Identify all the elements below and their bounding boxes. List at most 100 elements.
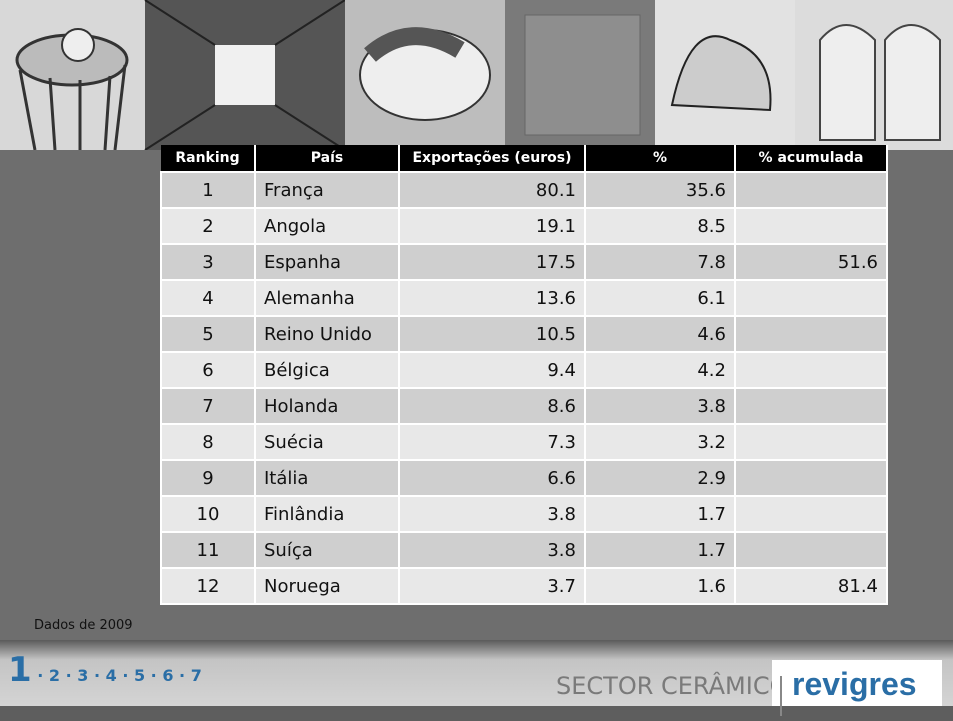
table-cell: Alemanha bbox=[254, 279, 400, 317]
table-cell: 12 bbox=[160, 567, 256, 605]
table-cell: Finlândia bbox=[254, 495, 400, 533]
nav-item: 2 bbox=[48, 666, 61, 685]
nav-separator: · bbox=[60, 666, 78, 685]
nav-separator: · bbox=[116, 666, 134, 685]
table-cell: Suécia bbox=[254, 423, 400, 461]
table-cell bbox=[734, 171, 888, 209]
table-cell: 3.7 bbox=[398, 567, 586, 605]
table-row: 1 França 80.1 35.6 bbox=[160, 171, 888, 209]
table-row: 10 Finlândia 3.8 1.7 bbox=[160, 495, 888, 533]
table-cell bbox=[734, 207, 888, 245]
nav-item: 7 bbox=[190, 666, 202, 685]
table-row: 3 Espanha 17.5 7.8 51.6 bbox=[160, 243, 888, 281]
table-row: 11 Suíça 3.8 1.7 bbox=[160, 531, 888, 569]
table-cell: Itália bbox=[254, 459, 400, 497]
nav-separator: · bbox=[173, 666, 191, 685]
logo: revigres bbox=[792, 666, 917, 702]
table-cell: 1 bbox=[160, 171, 256, 209]
table-row: 12 Noruega 3.7 1.6 81.4 bbox=[160, 567, 888, 605]
table-cell: 10.5 bbox=[398, 315, 586, 353]
banner-images bbox=[0, 0, 953, 150]
table-cell: 81.4 bbox=[734, 567, 888, 605]
table-cell: 2 bbox=[160, 207, 256, 245]
table-cell: 7 bbox=[160, 387, 256, 425]
table-cell: França bbox=[254, 171, 400, 209]
column-header: País bbox=[255, 145, 400, 172]
section-title: SECTOR CERÂMICO bbox=[556, 672, 789, 700]
table-row: 2 Angola 19.1 8.5 bbox=[160, 207, 888, 245]
bottom-strip bbox=[0, 706, 953, 721]
table-cell: 3.2 bbox=[584, 423, 736, 461]
table-cell: 9 bbox=[160, 459, 256, 497]
table-cell: 7.8 bbox=[584, 243, 736, 281]
table-cell: 3 bbox=[160, 243, 256, 281]
table-cell bbox=[734, 387, 888, 425]
table-cell: 80.1 bbox=[398, 171, 586, 209]
table-cell: 1.6 bbox=[584, 567, 736, 605]
table-cell: 8 bbox=[160, 423, 256, 461]
table-row: 9 Itália 6.6 2.9 bbox=[160, 459, 888, 497]
table-cell: 17.5 bbox=[398, 243, 586, 281]
table-cell: 8.6 bbox=[398, 387, 586, 425]
table-cell: 6 bbox=[160, 351, 256, 389]
export-table: Ranking País Exportações (euros)%% acumula… bbox=[160, 145, 888, 605]
table-cell: 9.4 bbox=[398, 351, 586, 389]
table-cell: 4 bbox=[160, 279, 256, 317]
table-cell: 1.7 bbox=[584, 495, 736, 533]
column-header: Ranking bbox=[161, 145, 256, 172]
table-cell: 10 bbox=[160, 495, 256, 533]
column-header: % bbox=[585, 145, 736, 172]
table-cell: Reino Unido bbox=[254, 315, 400, 353]
table-cell: 4.2 bbox=[584, 351, 736, 389]
table-cell bbox=[734, 423, 888, 461]
table-cell: Bélgica bbox=[254, 351, 400, 389]
table-cell: 35.6 bbox=[584, 171, 736, 209]
nav-item: 1 bbox=[8, 650, 32, 690]
table-cell bbox=[734, 459, 888, 497]
table-row: 8 Suécia 7.3 3.2 bbox=[160, 423, 888, 461]
table-cell bbox=[734, 495, 888, 533]
table-cell: 19.1 bbox=[398, 207, 586, 245]
table-row: 5 Reino Unido 10.5 4.6 bbox=[160, 315, 888, 353]
section-nav: 1 · 2 · 3 · 4 · 5 · 6 · 7 bbox=[8, 650, 202, 690]
table-row: 7 Holanda 8.6 3.8 bbox=[160, 387, 888, 425]
table-cell: 51.6 bbox=[734, 243, 888, 281]
table-cell: 11 bbox=[160, 531, 256, 569]
nav-separator: · bbox=[31, 666, 49, 685]
nav-separator: · bbox=[145, 666, 163, 685]
table-cell bbox=[734, 531, 888, 569]
column-header: Exportações (euros) bbox=[399, 145, 586, 172]
table-cell bbox=[734, 279, 888, 317]
table-cell: 7.3 bbox=[398, 423, 586, 461]
table-cell: 4.6 bbox=[584, 315, 736, 353]
table-cell: 5 bbox=[160, 315, 256, 353]
nav-item: 3 bbox=[77, 666, 89, 685]
nav-item: 4 bbox=[105, 666, 117, 685]
table-cell: Suíça bbox=[254, 531, 400, 569]
nav-item: 5 bbox=[133, 666, 146, 685]
logo-box bbox=[772, 660, 942, 706]
table-cell bbox=[734, 351, 888, 389]
column-header: % acumulada bbox=[735, 145, 888, 172]
nav-separator: · bbox=[88, 666, 106, 685]
table-cell: 1.7 bbox=[584, 531, 736, 569]
table-cell: 2.9 bbox=[584, 459, 736, 497]
table-cell: Noruega bbox=[254, 567, 400, 605]
table-row: 6 Bélgica 9.4 4.2 bbox=[160, 351, 888, 389]
table-cell: 6.1 bbox=[584, 279, 736, 317]
table-row: 4 Alemanha 13.6 6.1 bbox=[160, 279, 888, 317]
table-cell: 6.6 bbox=[398, 459, 586, 497]
table-cell: 3.8 bbox=[584, 387, 736, 425]
table-cell: Angola bbox=[254, 207, 400, 245]
logo-divider bbox=[780, 676, 782, 716]
table-cell: Holanda bbox=[254, 387, 400, 425]
header-row: Ranking País Exportações (euros)%% acumula… bbox=[161, 145, 888, 172]
table-cell: Espanha bbox=[254, 243, 400, 281]
table-cell: 3.8 bbox=[398, 531, 586, 569]
nav-item: 6 bbox=[162, 666, 174, 685]
table-cell bbox=[734, 315, 888, 353]
table-cell: 3.8 bbox=[398, 495, 586, 533]
table-cell: 13.6 bbox=[398, 279, 586, 317]
table-cell: 8.5 bbox=[584, 207, 736, 245]
